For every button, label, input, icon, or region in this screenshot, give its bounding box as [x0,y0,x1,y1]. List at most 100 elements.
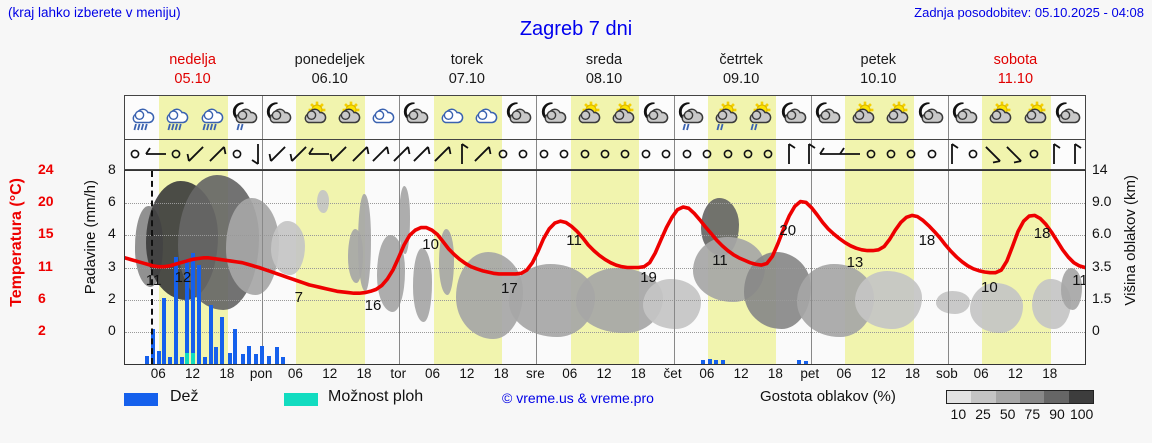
shower-bar [185,353,190,364]
day-separator [947,171,949,364]
cloud-density-swatch [1068,391,1093,403]
wind-barb-icon [818,142,841,171]
wind-barb-icon [144,142,167,171]
meteogram-plot-area: 11 12 7 16 10 17 11 19 11 20 13 18 10 18 11 [124,170,1086,365]
time-axis-label: čet [663,366,682,381]
cloud-density-blob [225,198,279,295]
temperature-value-label: 17 [501,279,518,297]
sun-cloud-icon [847,101,877,138]
cloud-rain-icon [196,101,226,138]
sun-cloud-icon [984,101,1014,138]
day-name: nedelja [169,52,216,68]
time-axis-label: 06 [425,366,441,381]
rain-bar [220,316,225,364]
moon-cloud-rain-icon [230,101,260,138]
time-axis-label: tor [390,366,407,381]
wind-barb-calm-icon [635,142,657,171]
moon-cloud-icon [1053,101,1083,138]
copyright-label[interactable]: © vreme.us & vreme.pro [502,390,654,406]
moon-cloud-icon [779,101,809,138]
temperature-value-label: 11 [712,251,728,269]
cloud-density-swatch [947,391,972,403]
rain-bar [274,347,279,364]
wind-barb-calm-icon [737,142,759,171]
time-axis-label: 18 [493,366,509,381]
rain-bar [701,359,705,364]
wind-barb-calm-icon [962,142,984,171]
gridline-horizontal [125,203,1085,205]
cloud-icon [367,101,397,138]
rain-bar [714,359,719,364]
time-axis-label: 12 [322,366,338,381]
rain-bar [721,360,726,364]
rain-bar [707,358,712,364]
sun-cloud-icon [573,101,603,138]
wind-barb-calm-icon [676,142,698,171]
time-axis-label: 12 [596,366,612,381]
day-separator [673,140,675,169]
time-axis: 06 12 18 pon 06 12 18 tor 06 12 18 sre 06 12 18 čet 06 12… [124,366,1086,384]
cloud-density-blob [398,186,411,254]
wind-barb-icon [1064,142,1086,171]
day-header-sobota: sobota 11.10 [947,50,1084,94]
cloud-height-tick-label: 9.0 [1092,193,1112,210]
cloud-rain-icon [161,101,191,138]
wind-barb-icon [369,142,391,171]
cloud-icon [470,101,500,138]
day-separator [673,96,675,139]
shower-bar [191,353,196,364]
location-menu-note[interactable]: (kraj lahko izberete v meniju) [8,5,181,20]
wind-barb-calm-icon [165,142,187,171]
wind-barb-calm-icon [512,142,534,171]
temperature-value-label: 11 [566,232,582,250]
cloud-density-blob [438,228,455,295]
wind-barb-icon [288,142,310,171]
temperature-value-label: 12 [174,268,192,286]
precipitation-tick-label: 3 [108,257,116,274]
time-axis-label: 12 [733,366,749,381]
rain-bar [202,356,207,364]
day-date: 11.10 [997,71,1034,87]
day-header-ponedeljek: ponedeljek 06.10 [261,50,398,94]
wind-barb-calm-icon [696,142,718,171]
rain-bar [281,356,286,364]
rain-bar [267,355,272,364]
moon-cloud-icon [950,101,980,138]
day-separator [536,140,538,169]
rain-bar [253,354,258,364]
rain-bar [179,356,184,364]
cloud-height-tick-label: 0 [1092,321,1100,338]
temperature-value-label: 19 [640,268,657,286]
moon-cloud-icon [504,101,534,138]
cloud-density-blob [317,190,329,214]
moon-cloud-icon [641,101,671,138]
temperature-tick-label: 2 [38,321,46,338]
cloud-height-axis-title: Višina oblakov (km) [1122,175,1139,306]
cloud-density-swatch [1044,391,1069,403]
time-axis-label: 18 [356,366,372,381]
day-separator [810,171,812,364]
cloud-density-tick-label: 10 [950,406,967,422]
rain-bar [162,297,167,364]
moon-cloud-icon [539,101,569,138]
rain-bar [145,355,150,364]
sun-cloud-rain-icon [710,101,740,138]
time-axis-label: 06 [836,366,852,381]
cloud-height-tick-label: 3.5 [1092,257,1112,274]
wind-barb-calm-icon [594,142,616,171]
day-date: 09.10 [722,71,760,87]
wind-barb-icon [431,142,453,171]
day-name: petek [860,52,897,68]
time-axis-label: 18 [905,366,921,381]
day-header-sreda: sreda 08.10 [535,50,672,94]
day-date: 05.10 [174,71,211,87]
wind-barb-icon [328,142,350,171]
page-title: Zagreb 7 dni [519,18,633,40]
daytime-band [433,140,503,169]
day-separator [947,96,949,139]
shower-legend-swatch [284,393,318,406]
gridline-horizontal [125,267,1085,269]
day-separator [536,96,538,139]
rain-bar [191,253,196,364]
